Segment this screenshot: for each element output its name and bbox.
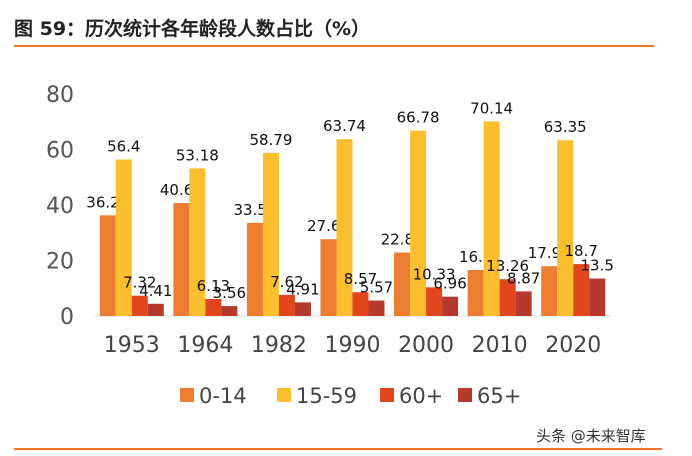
bar-15-59-1953 bbox=[115, 159, 132, 316]
bar-15-59-1982 bbox=[262, 152, 279, 316]
x-tick-label: 2010 bbox=[472, 333, 528, 358]
data-label: 10.33 bbox=[413, 265, 456, 283]
bar-65+-2020 bbox=[589, 278, 606, 316]
legend-label: 65+ bbox=[477, 384, 521, 408]
legend-swatch-65+ bbox=[458, 388, 472, 402]
data-label: 66.78 bbox=[397, 109, 440, 127]
bar-65+-2000 bbox=[442, 296, 459, 316]
chart-title: 图 59：历次统计各年龄段人数占比（%） bbox=[14, 18, 371, 40]
bar-60+-1990 bbox=[352, 292, 369, 316]
bar-65+-1982 bbox=[294, 302, 311, 316]
x-tick-label: 1982 bbox=[251, 333, 307, 358]
data-label: 18.7 bbox=[565, 242, 598, 260]
bar-65+-2010 bbox=[515, 291, 532, 316]
legend-label: 15-59 bbox=[296, 384, 357, 408]
data-label: 63.74 bbox=[323, 117, 366, 135]
bar-65+-1953 bbox=[147, 303, 164, 316]
x-tick-label: 1964 bbox=[177, 333, 233, 358]
data-label: 56.4 bbox=[107, 137, 140, 155]
bar-60+-1982 bbox=[278, 294, 295, 316]
y-tick-label: 80 bbox=[46, 83, 74, 108]
bar-60+-1953 bbox=[131, 295, 148, 316]
y-tick-label: 40 bbox=[46, 194, 74, 219]
watermark: 头条 @未来智库 bbox=[536, 427, 646, 445]
data-label: 4.91 bbox=[286, 280, 319, 298]
bar-15-59-1964 bbox=[189, 168, 206, 316]
data-label: 63.35 bbox=[544, 118, 587, 136]
bar-0-14-1964 bbox=[173, 203, 190, 316]
data-label: 5.57 bbox=[360, 279, 393, 297]
bar-60+-2020 bbox=[573, 264, 590, 316]
legend-swatch-0-14 bbox=[180, 388, 194, 402]
bottom-divider bbox=[14, 448, 662, 450]
bar-0-14-2010 bbox=[467, 269, 484, 316]
bar-15-59-2020 bbox=[557, 140, 574, 316]
data-label: 6.13 bbox=[197, 277, 230, 295]
data-label: 6.96 bbox=[433, 275, 466, 293]
bar-0-14-1982 bbox=[246, 222, 263, 316]
bar-65+-1964 bbox=[221, 306, 238, 316]
bar-15-59-2000 bbox=[410, 130, 427, 316]
bar-60+-2010 bbox=[499, 279, 516, 316]
title-divider bbox=[14, 45, 654, 47]
legend-label: 0-14 bbox=[199, 384, 247, 408]
data-label: 7.62 bbox=[270, 273, 303, 291]
data-label: 7.32 bbox=[123, 274, 156, 292]
data-label: 4.41 bbox=[139, 282, 172, 300]
bar-60+-1964 bbox=[205, 298, 222, 316]
x-tick-label: 2020 bbox=[545, 333, 601, 358]
data-label: 8.87 bbox=[507, 269, 540, 287]
x-tick-label: 1990 bbox=[325, 333, 381, 358]
data-label: 13.26 bbox=[486, 257, 529, 275]
x-tick-label: 2000 bbox=[398, 333, 454, 358]
y-tick-label: 60 bbox=[46, 139, 74, 164]
legend-swatch-60+ bbox=[380, 388, 394, 402]
y-tick-label: 0 bbox=[60, 305, 74, 330]
bar-65+-1990 bbox=[368, 300, 385, 316]
y-tick-label: 20 bbox=[46, 250, 74, 275]
data-label: 3.56 bbox=[213, 284, 246, 302]
bar-15-59-1990 bbox=[336, 139, 353, 316]
legend-label: 60+ bbox=[399, 384, 443, 408]
bar-60+-2000 bbox=[426, 287, 443, 316]
bar-0-14-1953 bbox=[99, 215, 116, 316]
data-label: 13.5 bbox=[581, 257, 614, 275]
bar-0-14-2020 bbox=[541, 266, 558, 316]
data-label: 58.79 bbox=[249, 131, 292, 149]
data-label: 53.18 bbox=[176, 146, 219, 164]
x-tick-label: 1953 bbox=[104, 333, 160, 358]
legend-swatch-15-59 bbox=[277, 388, 291, 402]
bar-0-14-2000 bbox=[394, 252, 411, 316]
bar-0-14-1990 bbox=[320, 239, 337, 316]
data-label: 70.14 bbox=[470, 99, 513, 117]
data-label: 8.57 bbox=[344, 270, 377, 288]
bar-15-59-2010 bbox=[483, 121, 500, 316]
